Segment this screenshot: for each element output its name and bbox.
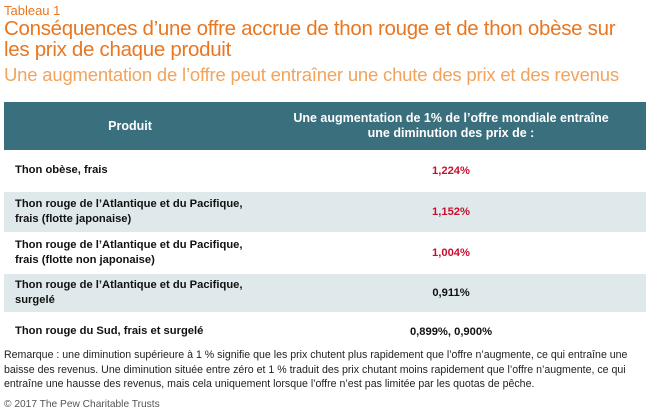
table-label: Tableau 1 [4, 3, 61, 18]
page-title: Conséquences d’une offre accrue de thon … [4, 17, 616, 61]
table-row: Thon rouge de l’Atlantique et du Pacifiq… [4, 233, 646, 274]
table-row: Thon obèse, frais 1,224% [4, 150, 646, 192]
page-subtitle: Une augmentation de l’offre peut entraîn… [4, 64, 619, 85]
row-product: Thon rouge du Sud, frais et surgelé [15, 325, 204, 337]
row-value: 1,004% [432, 247, 470, 259]
row-product: Thon rouge de l’Atlantique et du Pacifiq… [15, 239, 243, 266]
row-product: Thon rouge de l’Atlantique et du Pacifiq… [15, 279, 243, 306]
table-row: Thon rouge de l’Atlantique et du Pacifiq… [4, 192, 646, 233]
row-value: 1,152% [432, 206, 470, 218]
footnote: Remarque : une diminution supérieure à 1… [4, 349, 628, 390]
data-table: Produit Une augmentation de 1% de l’offr… [4, 102, 646, 351]
row-value: 0,899%, 0,900% [409, 325, 493, 338]
copyright: © 2017 The Pew Charitable Trusts [4, 399, 160, 410]
header-effect-text: Une augmentation de 1% de l’offre mondia… [293, 111, 609, 140]
row-product: Thon rouge de l’Atlantique et du Pacifiq… [15, 198, 243, 225]
row-value: 1,224% [432, 164, 470, 177]
table-header: Produit Une augmentation de 1% de l’offr… [4, 102, 646, 150]
header-product: Produit [108, 119, 152, 133]
row-product: Thon obèse, frais [15, 164, 108, 176]
table-row: Thon rouge de l’Atlantique et du Pacifiq… [4, 274, 646, 313]
table-row: Thon rouge du Sud, frais et surgelé 0,89… [4, 313, 646, 351]
row-value: 0,911% [432, 287, 470, 299]
header-effect: Une augmentation de 1% de l’offre mondia… [256, 102, 646, 150]
